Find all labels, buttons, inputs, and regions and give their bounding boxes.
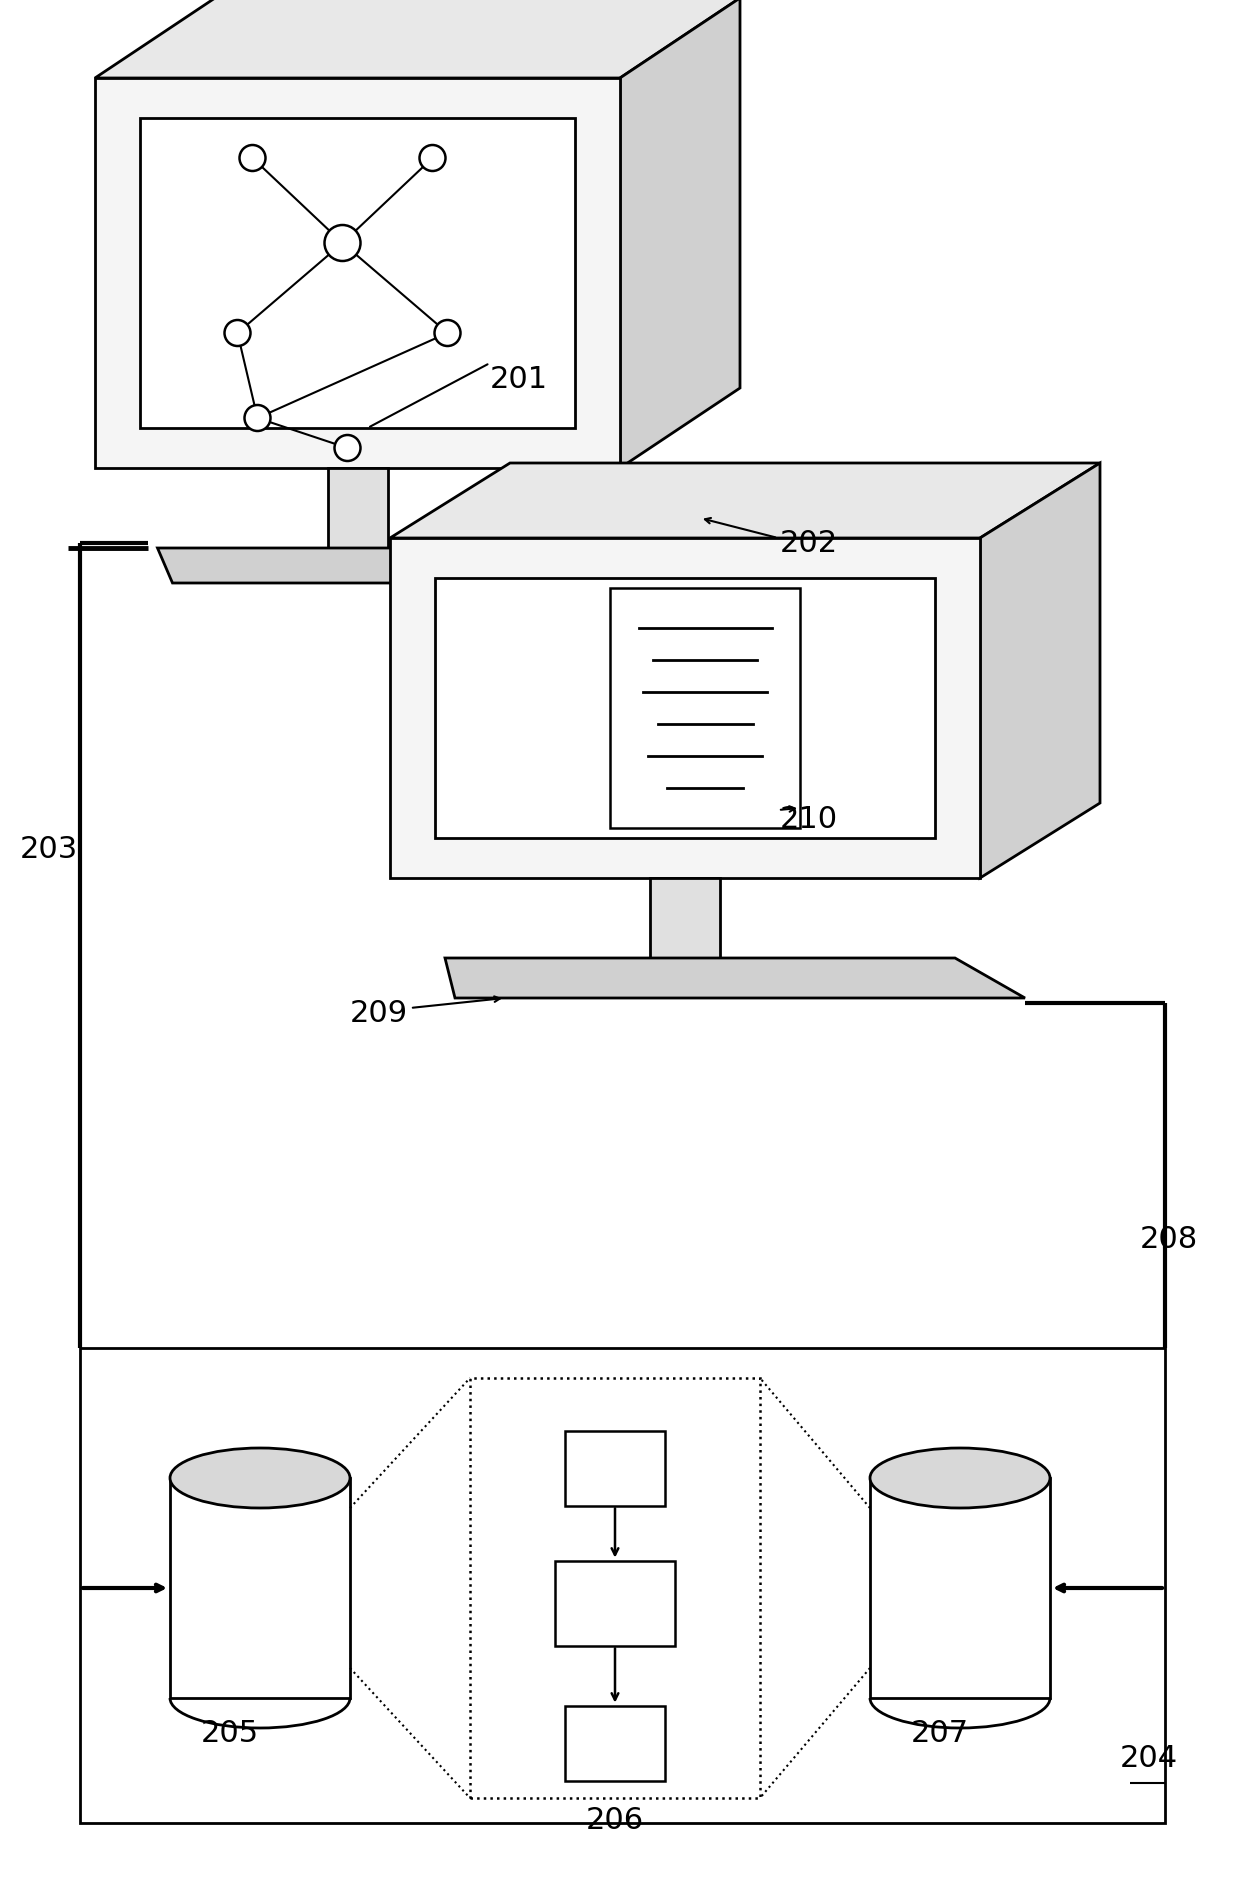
Text: 204: 204 bbox=[1120, 1744, 1178, 1773]
Polygon shape bbox=[610, 588, 800, 829]
Polygon shape bbox=[650, 879, 720, 958]
Circle shape bbox=[335, 437, 361, 461]
Ellipse shape bbox=[170, 1448, 350, 1509]
Text: 205: 205 bbox=[201, 1718, 259, 1748]
Text: 210: 210 bbox=[780, 805, 838, 833]
Text: 206: 206 bbox=[587, 1805, 644, 1835]
Circle shape bbox=[419, 146, 445, 173]
Circle shape bbox=[239, 146, 265, 173]
Polygon shape bbox=[81, 1348, 1166, 1824]
Text: 209: 209 bbox=[350, 998, 408, 1029]
Circle shape bbox=[434, 321, 460, 347]
Ellipse shape bbox=[870, 1448, 1050, 1509]
Polygon shape bbox=[565, 1431, 665, 1505]
Polygon shape bbox=[95, 0, 740, 80]
Circle shape bbox=[244, 406, 270, 431]
Polygon shape bbox=[870, 1479, 1050, 1699]
Circle shape bbox=[325, 226, 361, 262]
Polygon shape bbox=[565, 1706, 665, 1780]
Polygon shape bbox=[140, 120, 575, 429]
Polygon shape bbox=[445, 958, 1025, 998]
Polygon shape bbox=[435, 579, 935, 839]
Text: 208: 208 bbox=[1140, 1224, 1198, 1253]
Polygon shape bbox=[391, 539, 980, 879]
Polygon shape bbox=[157, 549, 647, 585]
Text: 207: 207 bbox=[911, 1718, 970, 1748]
Circle shape bbox=[224, 321, 250, 347]
Polygon shape bbox=[620, 0, 740, 469]
Polygon shape bbox=[95, 80, 620, 469]
Polygon shape bbox=[556, 1560, 675, 1646]
Polygon shape bbox=[391, 463, 1100, 539]
Polygon shape bbox=[170, 1479, 350, 1699]
Text: 202: 202 bbox=[780, 530, 838, 558]
Polygon shape bbox=[980, 463, 1100, 879]
Polygon shape bbox=[327, 469, 387, 549]
Text: 203: 203 bbox=[20, 833, 78, 864]
Text: 201: 201 bbox=[490, 364, 548, 393]
